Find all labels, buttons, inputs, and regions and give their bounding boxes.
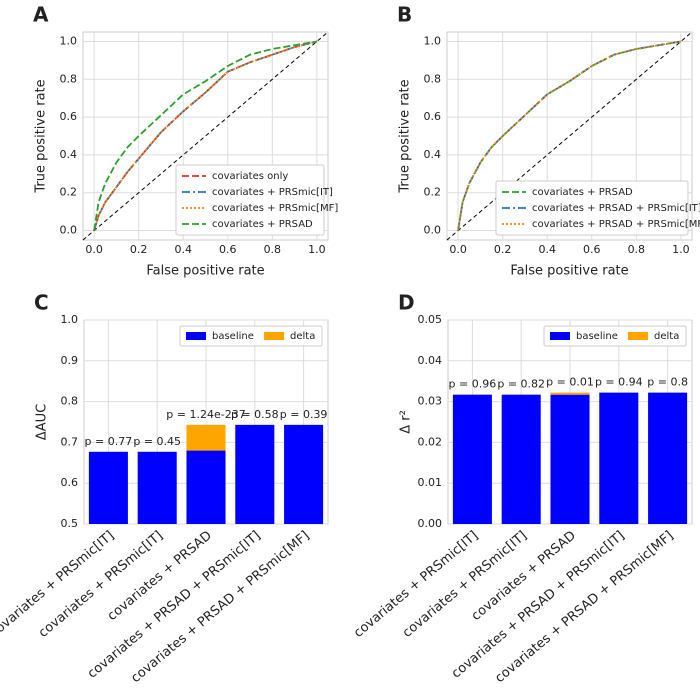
y-tick-label: 0.02 <box>418 435 443 448</box>
roc-curve <box>457 40 682 231</box>
y-tick-label: 0.2 <box>424 186 442 199</box>
y-tick-label: 0.05 <box>418 313 443 326</box>
p-value-label: p = 0.45 <box>133 435 181 448</box>
y-tick-label: 0.01 <box>418 476 443 489</box>
y-tick-label: 0.6 <box>60 110 78 123</box>
panel-label: A <box>33 3 49 27</box>
y-tick-label: 1.0 <box>60 34 78 47</box>
x-tick-label: 0.4 <box>538 243 556 256</box>
y-tick-label: 0.2 <box>60 186 78 199</box>
y-tick-label: 0.8 <box>60 72 78 85</box>
bar-segment <box>186 424 226 451</box>
y-tick-label: 0.7 <box>61 435 79 448</box>
legend-label: baseline <box>212 331 254 342</box>
y-axis-label: True positive rate <box>398 79 413 193</box>
reference-diagonal <box>446 31 693 241</box>
x-tick-label: covariates + PRSAD + PRSmic[MF] <box>128 528 312 686</box>
legend-swatch <box>264 332 284 340</box>
legend-box <box>175 164 325 236</box>
legend-label: delta <box>654 331 679 342</box>
p-value-label: p = 0.58 <box>231 408 279 421</box>
legend-swatch <box>186 332 206 340</box>
y-axis-label: ΔAUC <box>35 404 50 440</box>
x-tick-label: covariates + PRSAD + PRSmic[IT] <box>449 528 628 681</box>
bar-segment <box>501 394 541 524</box>
legend-label: covariates + PRSAD + PRSmic[IT] <box>532 203 700 214</box>
p-value-label: p = 0.77 <box>85 435 133 448</box>
y-tick-label: 1.0 <box>424 34 442 47</box>
x-tick-label: 0.6 <box>583 243 601 256</box>
bar-segment <box>599 392 639 524</box>
p-value-label: p = 0.39 <box>280 408 328 421</box>
y-tick-label: 0.6 <box>424 110 442 123</box>
legend-label: baseline <box>576 331 618 342</box>
p-value-label: p = 0.82 <box>497 378 545 391</box>
legend-label: covariates + PRSAD + PRSmic[MF] <box>532 219 700 230</box>
x-tick-label: 0.6 <box>219 243 237 256</box>
legend-swatch <box>550 332 570 340</box>
y-axis-label: True positive rate <box>34 79 49 193</box>
legend-box <box>495 180 689 236</box>
x-tick-label: 0.4 <box>174 243 192 256</box>
y-tick-label: 0.5 <box>61 517 79 530</box>
legend-label: covariates + PRSmic[IT] <box>212 187 333 198</box>
legend-label: covariates + PRSAD <box>532 187 633 198</box>
x-tick-label: 1.0 <box>672 243 690 256</box>
roc-curve <box>93 40 318 231</box>
p-value-label: p = 0.8 <box>647 376 688 389</box>
x-axis-label: False positive rate <box>510 264 628 279</box>
legend-label: covariates + PRSAD <box>212 219 313 230</box>
bar-segment <box>186 450 226 524</box>
x-tick-label: 0.8 <box>628 243 646 256</box>
bar-segment <box>88 451 128 524</box>
legend-box <box>543 325 687 347</box>
x-axis-label: False positive rate <box>146 264 264 279</box>
legend-swatch <box>628 332 648 340</box>
x-tick-label: covariates + PRSAD + PRSmic[IT] <box>85 528 264 681</box>
y-tick-label: 0.0 <box>424 224 442 237</box>
p-value-label: p = 0.01 <box>546 376 594 389</box>
y-tick-label: 0.03 <box>418 395 443 408</box>
x-tick-label: 0.0 <box>449 243 467 256</box>
x-tick-label: 1.0 <box>308 243 326 256</box>
panel-label: B <box>397 3 412 27</box>
legend-label: delta <box>290 331 315 342</box>
roc-curve <box>93 40 318 231</box>
bar-segment <box>452 394 492 524</box>
x-tick-label: 0.0 <box>85 243 103 256</box>
bar-segment <box>284 424 324 524</box>
y-tick-label: 0.8 <box>424 72 442 85</box>
bar-segment <box>550 394 590 524</box>
p-value-label: p = 1.24e-237 <box>166 408 245 421</box>
y-tick-label: 0.6 <box>61 476 79 489</box>
panel-label: D <box>398 291 415 315</box>
legend-label: covariates + PRSmic[MF] <box>212 203 338 214</box>
y-tick-label: 0.00 <box>418 517 443 530</box>
x-tick-label: 0.2 <box>130 243 148 256</box>
y-tick-label: 0.04 <box>418 354 443 367</box>
reference-diagonal <box>82 31 329 241</box>
y-tick-label: 0.4 <box>424 148 442 161</box>
y-tick-label: 1.0 <box>61 313 79 326</box>
y-axis-label: Δ r² <box>399 410 414 434</box>
x-tick-label: 0.2 <box>494 243 512 256</box>
x-tick-label: 0.8 <box>264 243 282 256</box>
x-tick-label: covariates + PRSAD + PRSmic[MF] <box>492 528 676 686</box>
p-value-label: p = 0.96 <box>449 378 497 391</box>
y-tick-label: 0.8 <box>61 395 79 408</box>
p-value-label: p = 0.94 <box>595 376 643 389</box>
bar-segment <box>235 424 275 524</box>
panel-label: C <box>34 291 49 315</box>
y-tick-label: 0.4 <box>60 148 78 161</box>
bar-segment <box>648 392 688 524</box>
legend-box <box>179 325 323 347</box>
bar-segment <box>137 451 177 524</box>
y-tick-label: 0.9 <box>61 354 79 367</box>
legend-label: covariates only <box>212 171 288 182</box>
bar-segment <box>550 392 590 395</box>
y-tick-label: 0.0 <box>60 224 78 237</box>
